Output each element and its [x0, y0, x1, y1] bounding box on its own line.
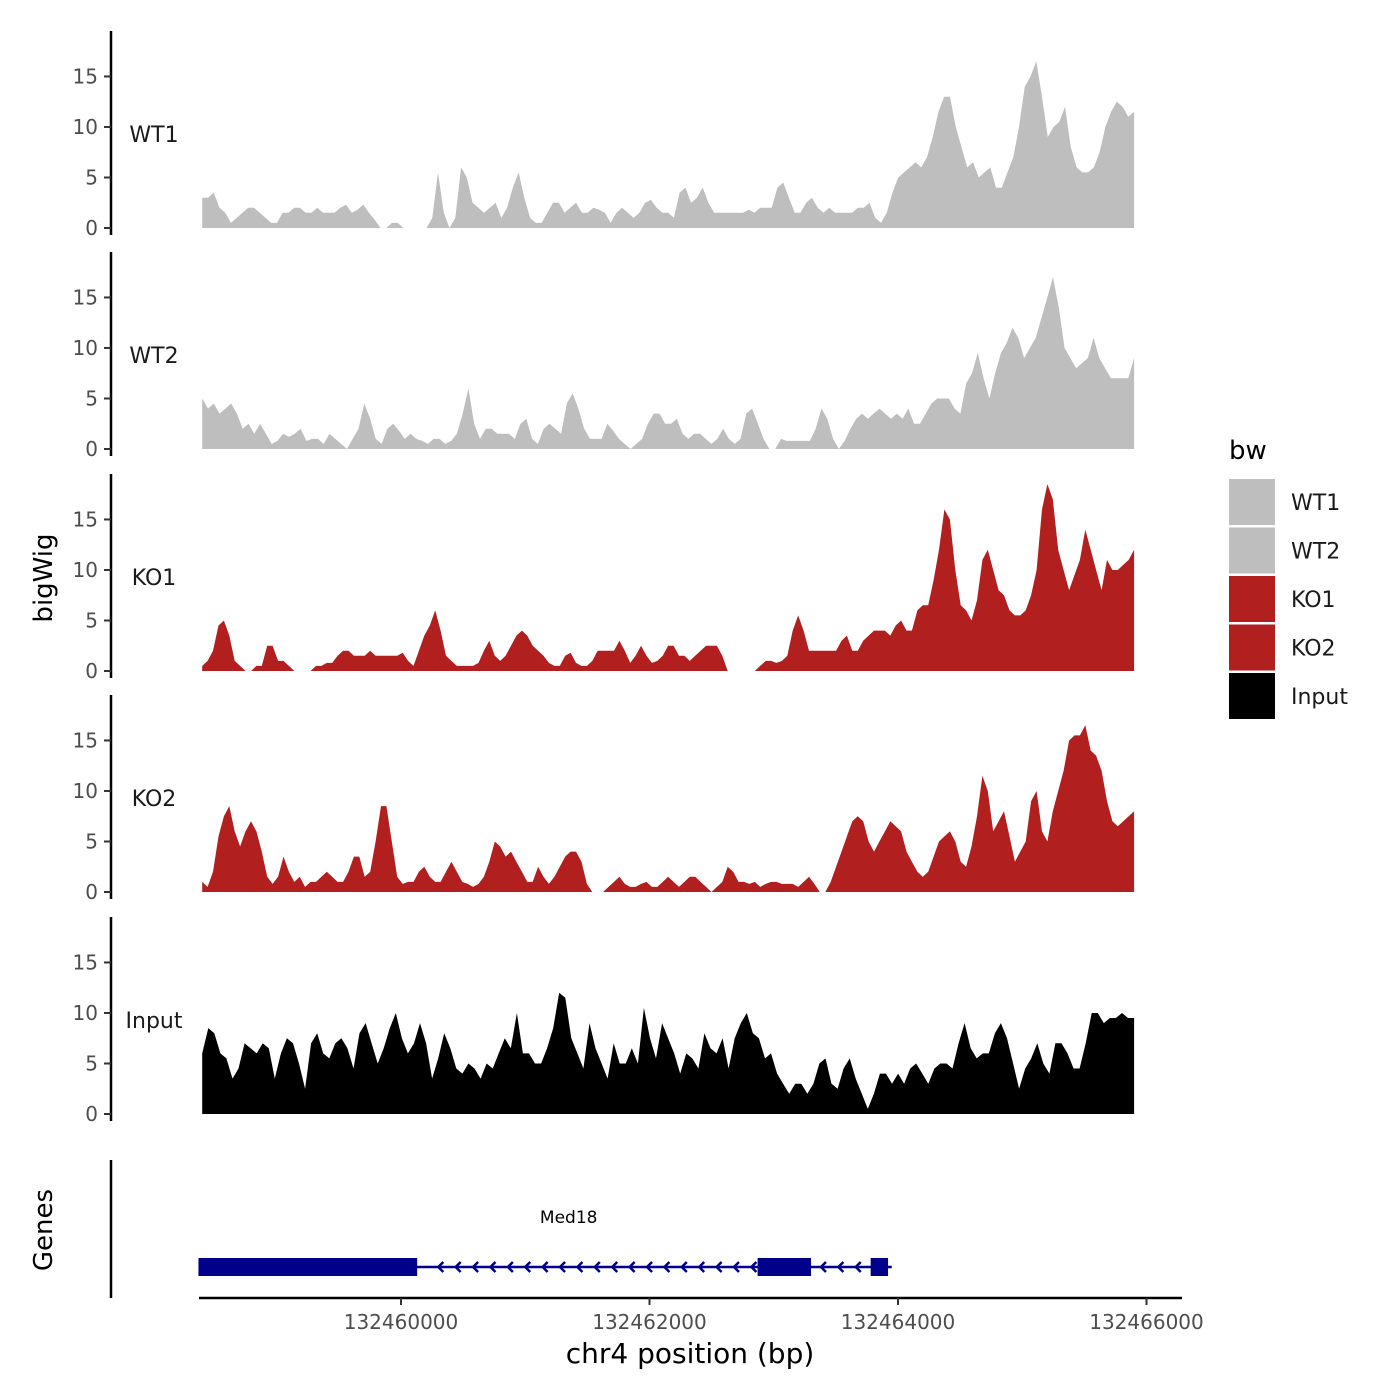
strand-chevron — [540, 1261, 549, 1273]
strand-chevron — [680, 1261, 688, 1273]
genes-label: Genes — [29, 1189, 59, 1271]
y-tick-label: 0 — [85, 437, 98, 461]
x-tick-label: 132462000 — [592, 1310, 707, 1334]
coverage-tracks: 0 5 10 15 WT1 0 5 10 15 WT2 0 5 10 15 KO1 0 5 10 15 KO2 0 5 10… — [73, 31, 1135, 1126]
gene-exon — [198, 1258, 418, 1276]
legend-swatch-wt1 — [1229, 479, 1275, 525]
y-tick-label: 5 — [85, 165, 98, 189]
strand-chevron — [453, 1261, 462, 1273]
y-tick-label: 10 — [73, 115, 98, 139]
y-tick-label: 0 — [85, 880, 98, 904]
strand-chevron — [627, 1261, 636, 1273]
track-label-wt2: WT2 — [129, 344, 178, 369]
legend-label-wt1: WT1 — [1291, 491, 1340, 516]
legend-swatch-ko2 — [1229, 624, 1275, 671]
strand-chevron — [662, 1261, 671, 1273]
x-tick-label: 132464000 — [841, 1310, 956, 1334]
y-tick-label: 10 — [73, 779, 98, 803]
strand-chevron — [471, 1261, 479, 1273]
track-label-ko1: KO1 — [132, 566, 177, 591]
strand-chevron — [575, 1261, 584, 1273]
y-tick-label: 5 — [85, 386, 98, 410]
y-axis-label: bigWig — [29, 533, 59, 622]
strand-chevron — [558, 1261, 566, 1273]
track-ko2: 0 5 10 15 KO2 — [73, 695, 1135, 904]
legend: bw WT1 WT2 KO1 KO2 Input — [1229, 436, 1348, 719]
x-axis-label: chr4 position (bp) — [566, 1337, 815, 1370]
strand-chevron — [436, 1261, 445, 1273]
track-wt2: 0 5 10 15 WT2 — [73, 252, 1135, 461]
legend-swatch-input — [1229, 673, 1275, 719]
y-tick-label: 5 — [85, 829, 98, 853]
strand-chevron — [732, 1261, 740, 1273]
track-label-wt1: WT1 — [129, 123, 178, 148]
x-tick-label: 132466000 — [1089, 1310, 1204, 1334]
strand-chevron — [610, 1261, 619, 1273]
strand-chevron — [819, 1261, 827, 1273]
legend-label-input: Input — [1291, 685, 1348, 710]
legend-label-wt2: WT2 — [1291, 540, 1340, 565]
coverage-area-wt2 — [202, 277, 1135, 449]
strand-chevron — [593, 1261, 601, 1273]
strand-chevron — [506, 1261, 514, 1273]
strand-chevron — [836, 1261, 845, 1273]
track-label-input: Input — [126, 1009, 183, 1034]
genes-panel: Genes Med18 — [29, 1160, 892, 1298]
gene-name-label: Med18 — [540, 1208, 598, 1228]
strand-chevron — [749, 1261, 758, 1273]
gene-exon — [870, 1258, 889, 1276]
y-tick-label: 15 — [73, 285, 98, 309]
x-tick-label: 132460000 — [344, 1310, 459, 1334]
strand-chevron — [645, 1261, 653, 1273]
y-tick-label: 10 — [73, 336, 98, 360]
legend-swatch-ko1 — [1229, 576, 1275, 622]
track-input: 0 5 10 15 Input — [73, 917, 1135, 1126]
y-tick-label: 15 — [73, 64, 98, 88]
y-tick-label: 10 — [73, 558, 98, 582]
y-tick-label: 5 — [85, 608, 98, 632]
y-tick-label: 15 — [73, 728, 98, 752]
gene-exon — [757, 1258, 812, 1276]
strand-chevron — [523, 1261, 532, 1273]
coverage-area-ko2 — [202, 725, 1135, 892]
legend-title: bw — [1229, 436, 1267, 466]
track-ko1: 0 5 10 15 KO1 — [73, 474, 1135, 683]
track-label-ko2: KO2 — [132, 787, 177, 812]
strand-chevron — [697, 1261, 706, 1273]
coverage-area-wt1 — [202, 61, 1135, 228]
strand-chevron — [488, 1261, 497, 1273]
x-axis: chr4 position (bp) 132460000 132462000 132… — [199, 1296, 1204, 1370]
y-tick-label: 5 — [85, 1051, 98, 1075]
strand-chevron — [853, 1261, 862, 1273]
coverage-area-ko1 — [202, 484, 1135, 671]
y-tick-label: 0 — [85, 659, 98, 683]
y-tick-label: 0 — [85, 1102, 98, 1126]
track-wt1: 0 5 10 15 WT1 — [73, 31, 1135, 240]
y-tick-label: 10 — [73, 1001, 98, 1025]
legend-label-ko2: KO2 — [1291, 637, 1336, 662]
y-tick-label: 15 — [73, 950, 98, 974]
strand-chevron — [714, 1261, 723, 1273]
y-tick-label: 15 — [73, 507, 98, 531]
legend-label-ko1: KO1 — [1291, 588, 1336, 613]
y-tick-label: 0 — [85, 216, 98, 240]
coverage-area-input — [202, 992, 1135, 1114]
legend-swatch-wt2 — [1229, 527, 1275, 574]
